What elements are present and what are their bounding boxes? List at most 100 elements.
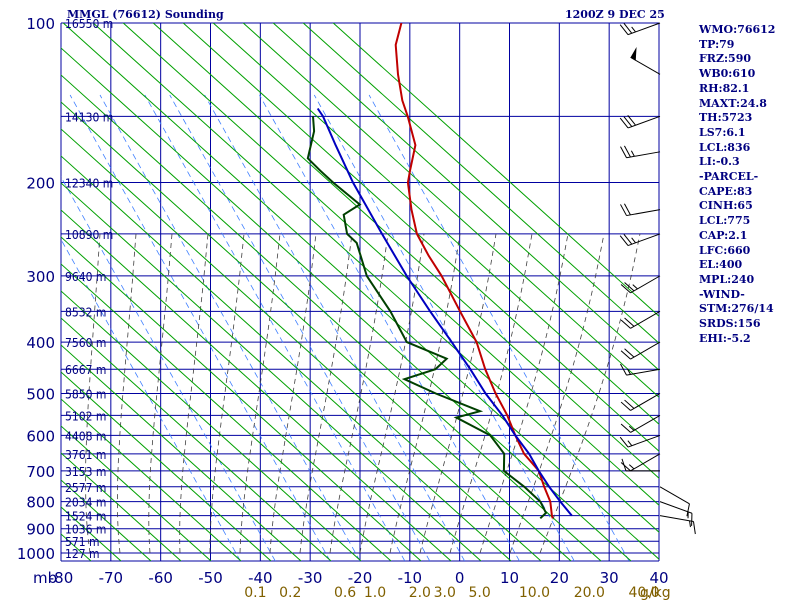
axis-unit-label: mb (33, 569, 57, 587)
pressure-tick-label: 300 (26, 268, 55, 286)
height-label: 2577 m (65, 481, 106, 495)
index-line: TP:79 (699, 37, 735, 51)
index-line: TH:5723 (699, 111, 753, 125)
index-line: EL:400 (699, 258, 743, 272)
wind-barb-shaft (630, 414, 661, 433)
mixing-ratio-label: 2.0 (409, 585, 431, 600)
wind-barb (620, 145, 661, 159)
dry-adiabat-line (182, 23, 659, 452)
temperature-tick-label: -30 (298, 569, 323, 587)
dry-adiabat-line (61, 182, 482, 561)
indices-panel: WMO:76612 TP:79 FRZ:590 WB0:610 RH:82.1 MAXT:… (699, 23, 799, 346)
wind-barb-shaft (627, 22, 661, 36)
pressure-tick-label: 800 (26, 494, 55, 512)
wind-barb-halfflag (627, 440, 633, 446)
height-label: 16550 m (65, 17, 113, 31)
index-line: STM:276/14 (699, 302, 774, 316)
dry-adiabat-line (61, 263, 392, 561)
wind-barb-flag (686, 503, 690, 517)
temperature-tick-label: -80 (49, 569, 74, 587)
wind-barb-flag (624, 399, 635, 409)
moist-adiabat-line (329, 233, 389, 554)
temperature-axis: mb-80 -70 -60 -50 -40 -30 -20 -10 0 10 20 30 40 (33, 569, 669, 587)
index-line: SRDS:156 (699, 317, 761, 331)
index-line: LFC:660 (699, 243, 751, 257)
index-line: LI:-0.3 (699, 155, 740, 169)
wind-barb-flag (620, 423, 631, 433)
wind-barb-flag (692, 521, 696, 535)
dry-adiabat-line (61, 236, 422, 561)
pressure-tick-label: 1000 (17, 545, 55, 563)
height-label: 1036 m (65, 523, 106, 537)
dry-adiabat-line (212, 23, 659, 425)
wind-barb (620, 203, 661, 217)
height-label: 3761 m (65, 448, 106, 462)
mixing-ratio-line (204, 94, 465, 561)
wind-barb-shaft (627, 434, 661, 448)
moist-adiabat-line (299, 233, 353, 554)
wind-barb-flag (619, 436, 629, 448)
wind-barb-halfflag (689, 520, 691, 528)
wind-barb (619, 22, 661, 36)
wind-barb-flag (624, 317, 635, 327)
height-label: 6667 m (65, 363, 106, 377)
dewpoint-profile (306, 116, 548, 520)
moist-adiabat-line (209, 233, 245, 553)
wind-barb-flag (623, 233, 633, 245)
height-label: 9640 m (65, 270, 106, 284)
height-label: 10890 m (65, 228, 113, 242)
wind-barb-flag (620, 363, 627, 376)
wind-barb-flag (623, 23, 633, 34)
wind-barb-shaft (659, 515, 694, 522)
wind-barb-halfflag (630, 150, 635, 157)
wind-barb-halfflag (631, 26, 636, 33)
temperature-tick-label: 0 (455, 569, 465, 587)
dry-adiabat-line (61, 344, 302, 561)
wind-barb (659, 486, 690, 517)
wind-barb-flag (620, 401, 631, 411)
wind-barb-flag (623, 203, 631, 216)
mixing-ratio-line (259, 94, 520, 561)
wind-barb-shaft (626, 209, 661, 217)
index-line: MPL:240 (699, 272, 755, 286)
index-line: RH:82.1 (699, 81, 750, 95)
moist-adiabat-line (389, 233, 461, 554)
dry-adiabat-line (61, 452, 182, 561)
wind-barb (619, 115, 661, 129)
height-label: 1524 m (65, 510, 106, 524)
height-label: 12340 m (65, 177, 113, 191)
dry-adiabat-line (61, 128, 542, 561)
mixing-ratio-label: 5.0 (469, 585, 491, 600)
mixing-ratio-label: 20.0 (574, 585, 605, 600)
wind-barb-flag (620, 462, 631, 472)
moist-adiabat-line (239, 233, 281, 554)
dry-adiabat-line (62, 23, 659, 560)
dry-adiabat-line (302, 23, 659, 344)
dry-adiabat-line (61, 398, 242, 561)
index-line: WB0:610 (699, 67, 756, 81)
pressure-tick-label: 700 (26, 463, 55, 481)
wind-barb-halfflag (632, 284, 638, 290)
mixing-ratio-line (144, 94, 406, 561)
wind-barb (659, 515, 696, 535)
temperature-tick-label: -70 (99, 569, 124, 587)
dry-adiabat-line (152, 23, 659, 479)
dry-adiabat-line (61, 371, 272, 561)
temperature-tick-label: -20 (348, 569, 373, 587)
mixing-ratio-line (99, 94, 361, 561)
wind-barb (620, 363, 661, 376)
temperature-tick-label: -60 (148, 569, 173, 587)
dry-adiabat-line (332, 23, 659, 317)
dry-adiabat-line (92, 23, 659, 533)
temperature-tick-label: 30 (600, 569, 619, 587)
sounding-profiles (306, 23, 573, 520)
wind-barb-shaft (626, 151, 661, 159)
height-label: 127 m (65, 547, 100, 561)
pressure-tick-label: 900 (26, 521, 55, 539)
dry-adiabat-line (61, 47, 632, 561)
wind-barb (620, 310, 661, 329)
index-line: MAXT:24.8 (699, 96, 767, 110)
wind-barb (620, 393, 661, 411)
index-line: LCL:775 (699, 214, 751, 228)
